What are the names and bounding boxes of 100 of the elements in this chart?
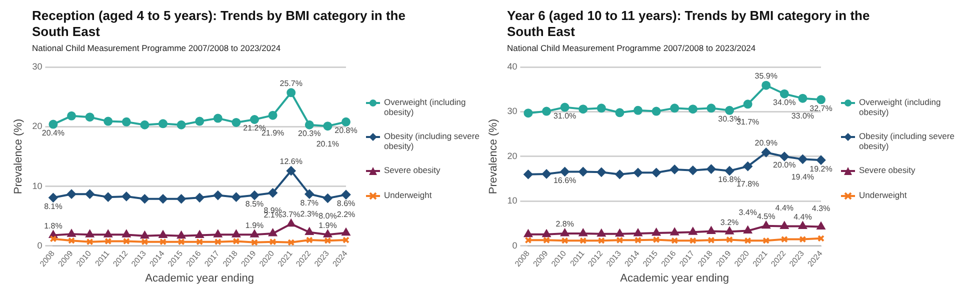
point: [196, 238, 204, 246]
data-label: 20.9%: [754, 138, 778, 148]
point: [780, 152, 789, 161]
point: [122, 192, 131, 201]
point: [652, 168, 661, 178]
point: [598, 237, 605, 244]
point: [744, 237, 752, 244]
point: [196, 230, 204, 238]
data-label: 20.8%: [334, 126, 358, 136]
point: [762, 221, 770, 229]
point: [268, 110, 278, 120]
data-label: 32.7%: [810, 104, 832, 113]
y-tick-label: 40: [507, 61, 518, 72]
point: [780, 222, 788, 230]
point: [596, 168, 606, 177]
point: [725, 166, 734, 176]
data-label: 16.6%: [553, 176, 576, 185]
point: [268, 228, 277, 236]
point: [104, 116, 113, 126]
point: [141, 238, 148, 246]
point: [579, 228, 588, 236]
point: [305, 228, 314, 236]
data-label: 4.4%: [775, 204, 794, 213]
point: [306, 236, 313, 244]
point: [670, 164, 680, 174]
point: [304, 120, 314, 130]
point: [232, 230, 240, 238]
point: [177, 231, 186, 239]
point: [122, 230, 130, 238]
data-label: 8.5%: [245, 199, 264, 208]
data-label: 2.1%: [264, 210, 282, 220]
point: [816, 95, 826, 104]
point: [706, 104, 716, 113]
point: [652, 236, 660, 244]
point: [323, 122, 332, 131]
point: [140, 231, 149, 239]
point: [140, 120, 150, 130]
point: [286, 166, 296, 176]
point: [597, 229, 606, 237]
data-label: 2.3%: [300, 209, 319, 218]
data-label: 4.4%: [794, 212, 812, 222]
point: [122, 117, 131, 126]
point: [634, 228, 642, 236]
point: [304, 190, 314, 199]
data-label: 34.0%: [773, 98, 796, 108]
point: [104, 192, 113, 202]
point: [213, 114, 222, 123]
point: [560, 167, 570, 176]
point: [615, 170, 624, 179]
point: [580, 237, 587, 244]
point: [250, 190, 260, 200]
legend-label: Obesity (including severe obesity): [859, 131, 956, 151]
point: [652, 106, 661, 116]
legend-label: Overweight (including obesity): [859, 97, 942, 117]
data-label: 25.7%: [280, 78, 302, 88]
data-label: 8.7%: [300, 198, 319, 208]
point: [85, 190, 94, 199]
point: [726, 236, 733, 244]
point: [542, 106, 552, 116]
y-tick-label: 20: [507, 150, 518, 161]
point: [708, 236, 715, 244]
x-axis-title: Academic year ending: [145, 272, 254, 284]
data-label: 8.1%: [44, 202, 62, 211]
chart-subtitle: National Child Measurement Programme 2007/2008 to 2023/2024: [506, 43, 757, 53]
point: [542, 169, 552, 178]
point: [250, 115, 260, 124]
y-tick-label: 10: [507, 196, 518, 206]
point: [707, 226, 716, 234]
y-tick-label: 30: [32, 61, 42, 72]
point: [85, 112, 94, 122]
data-label: 3.7%: [282, 210, 300, 220]
point: [232, 238, 240, 245]
data-label: 19.4%: [791, 172, 814, 182]
data-label: 12.6%: [280, 157, 302, 166]
data-label: 4.3%: [812, 204, 830, 213]
point: [232, 118, 241, 127]
data-label: 35.9%: [754, 72, 778, 81]
point: [288, 238, 295, 246]
data-label: 20.3%: [298, 129, 321, 138]
point: [743, 162, 752, 171]
point: [816, 222, 826, 230]
point: [176, 194, 186, 204]
point: [213, 190, 222, 200]
data-label: 8.6%: [336, 198, 356, 208]
data-label: 20.0%: [773, 160, 796, 170]
point: [67, 190, 76, 199]
data-label: 4.5%: [756, 212, 776, 222]
point: [158, 119, 168, 128]
point: [324, 237, 332, 244]
point: [48, 120, 58, 129]
point: [524, 108, 533, 118]
point: [688, 166, 698, 175]
point: [560, 228, 569, 236]
point: [799, 236, 806, 243]
point: [652, 228, 660, 236]
point: [67, 230, 76, 237]
point: [48, 193, 58, 202]
y-tick-label: 10: [32, 180, 42, 191]
point: [780, 236, 788, 243]
point: [195, 116, 204, 126]
